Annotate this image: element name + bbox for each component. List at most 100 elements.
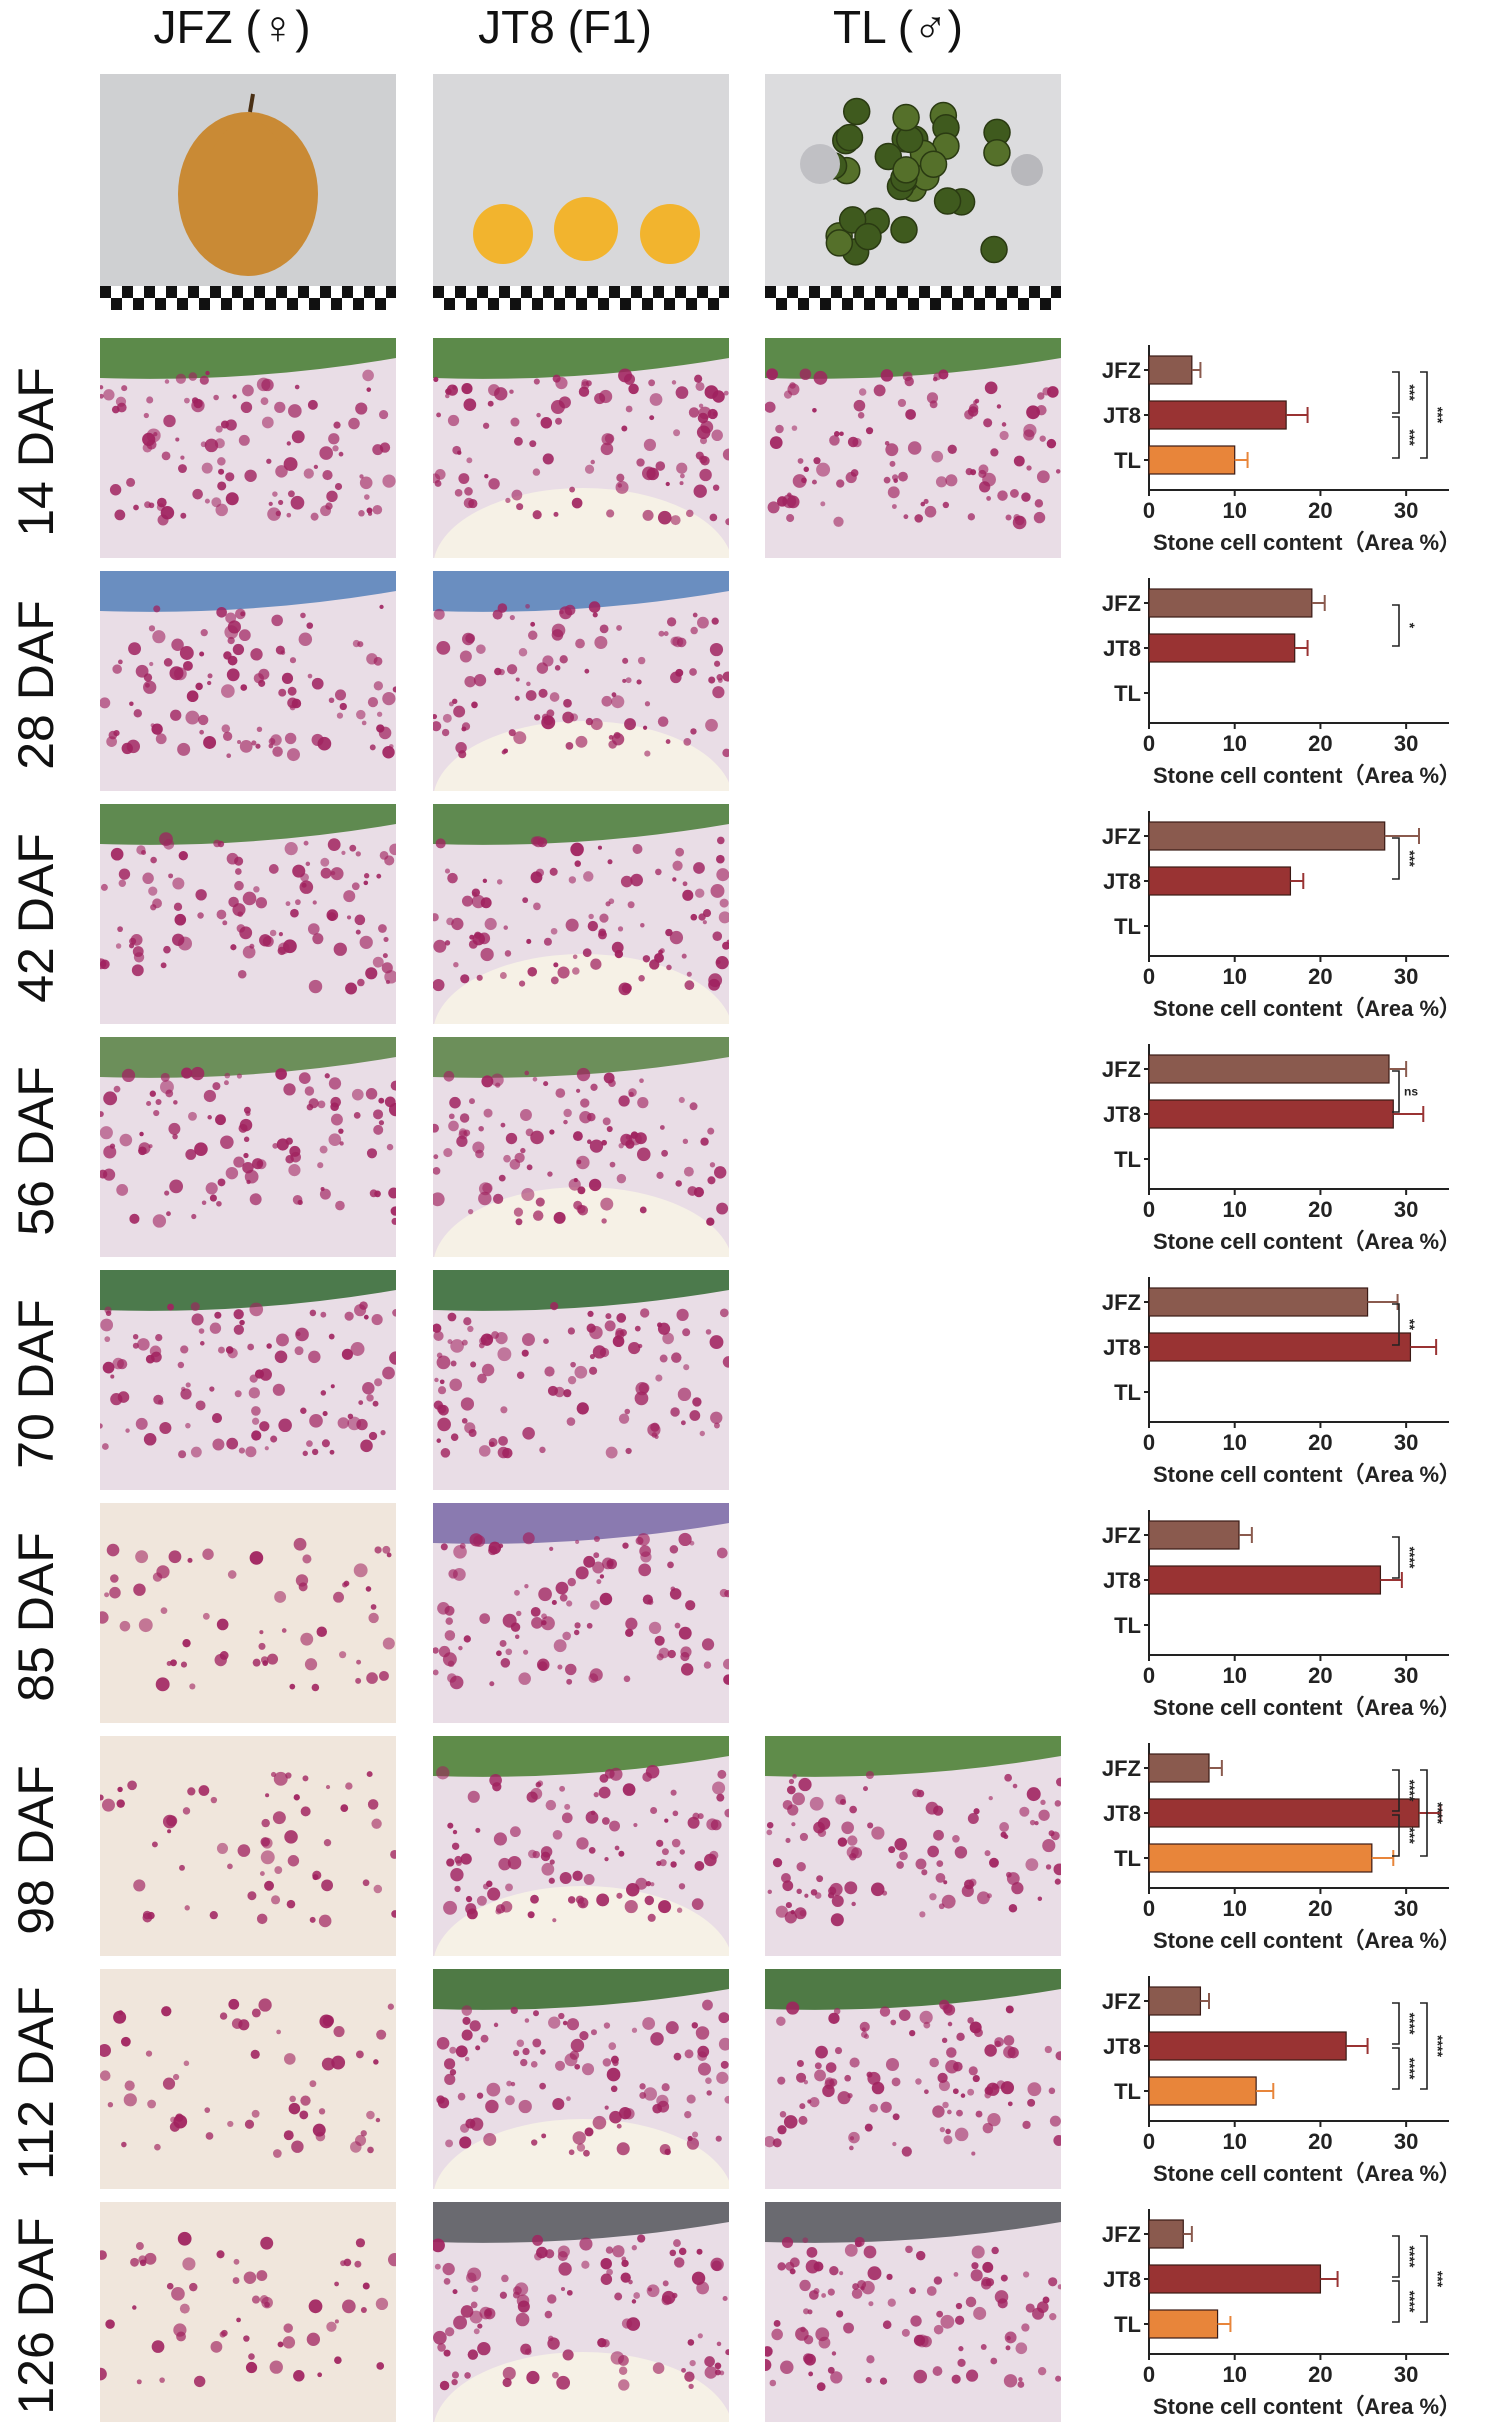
svg-text:***: *** <box>1430 2271 1446 2288</box>
bar-jfz <box>1148 1753 1210 1783</box>
category-label: TL <box>1114 1846 1141 1871</box>
bar-tl <box>1148 445 1236 475</box>
row-label: 42 DAF <box>8 833 64 1003</box>
bar-chart-14-daf: JFZ JT8 TL0 10 20 30 Stone cell content（Area %… <box>1102 345 1455 555</box>
tick-label: 0 <box>1143 498 1155 523</box>
tick-label: 0 <box>1143 2362 1155 2387</box>
tick-label: 0 <box>1143 1197 1155 1222</box>
category-label: JT8 <box>1103 869 1141 894</box>
row-label: 28 DAF <box>8 600 64 770</box>
tick-label: 20 <box>1308 2362 1332 2387</box>
section-photo <box>433 338 729 558</box>
significance-bracket: **** <box>1392 1536 1418 1579</box>
tick-label: 30 <box>1394 498 1418 523</box>
category-label: JFZ <box>1102 591 1141 616</box>
row-label: 126 DAF <box>8 2217 64 2415</box>
category-label: JT8 <box>1103 636 1141 661</box>
svg-text:***: *** <box>1430 407 1446 424</box>
error-bar-jfz <box>1191 362 1202 378</box>
bar-jfz <box>1148 588 1313 618</box>
category-label: TL <box>1114 1380 1141 1405</box>
category-label: TL <box>1114 914 1141 939</box>
bar-chart-56-daf: JFZ JT8 TL0 10 20 30 Stone cell content（Area %… <box>1102 1044 1455 1254</box>
significance-bracket: *** <box>1392 371 1418 414</box>
category-label: TL <box>1114 1147 1141 1172</box>
section-photo <box>433 2202 729 2422</box>
column-header-jfz: JFZ (♀) <box>153 1 311 53</box>
tick-label: 20 <box>1308 1896 1332 1921</box>
x-axis-label: Stone cell content（Area %） <box>1153 2161 1455 2186</box>
bar-jfz <box>1148 1054 1390 1084</box>
bar-jfz <box>1148 821 1386 851</box>
tick-label: 10 <box>1222 1197 1246 1222</box>
bar-jfz <box>1148 1520 1240 1550</box>
svg-text:****: **** <box>1430 1802 1446 1824</box>
tick-label: 10 <box>1222 731 1246 756</box>
tick-label: 20 <box>1308 1197 1332 1222</box>
error-bar-jfz <box>1384 828 1420 844</box>
section-photo <box>765 1969 1061 2189</box>
category-label: TL <box>1114 2312 1141 2337</box>
tick-label: 10 <box>1222 1663 1246 1688</box>
bar-chart-28-daf: JFZ JT8 TL0 10 20 30 Stone cell content（Area %… <box>1102 578 1455 788</box>
section-photo <box>100 1503 396 1723</box>
section-photo <box>433 571 729 791</box>
error-bar-jfz <box>1389 1061 1408 1077</box>
significance-bracket: **** <box>1392 2235 1418 2278</box>
significance-bracket: *** <box>1420 371 1446 459</box>
fruit-photo-jt8 <box>433 74 729 310</box>
tick-label: 30 <box>1394 731 1418 756</box>
svg-text:***: *** <box>1402 429 1418 446</box>
tick-label: 30 <box>1394 2129 1418 2154</box>
error-bar-jt8 <box>1290 873 1305 889</box>
category-label: TL <box>1114 448 1141 473</box>
section-photo <box>765 1736 1061 1956</box>
category-label: JFZ <box>1102 1290 1141 1315</box>
error-bar-jfz <box>1183 2226 1193 2242</box>
category-label: JT8 <box>1103 1801 1141 1826</box>
error-bar-tl <box>1256 2083 1275 2099</box>
svg-text:*: * <box>1402 623 1418 629</box>
category-label: TL <box>1114 681 1141 706</box>
error-bar-tl <box>1371 1850 1395 1866</box>
row-label: 14 DAF <box>8 367 64 537</box>
bar-jt8 <box>1148 866 1292 896</box>
tick-label: 20 <box>1308 2129 1332 2154</box>
row-label: 98 DAF <box>8 1765 64 1935</box>
bar-chart-70-daf: JFZ JT8 TL0 10 20 30 Stone cell content（Area %… <box>1102 1277 1455 1487</box>
category-label: JFZ <box>1102 1057 1141 1082</box>
bar-jfz <box>1148 2219 1184 2249</box>
significance-bracket: **** <box>1392 2280 1418 2323</box>
x-axis-label: Stone cell content（Area %） <box>1153 763 1455 788</box>
bar-chart-42-daf: JFZ JT8 TL0 10 20 30 Stone cell content（Area %… <box>1102 811 1455 1021</box>
fruit-photo-tl <box>765 74 1061 310</box>
tick-label: 10 <box>1222 964 1246 989</box>
category-label: JFZ <box>1102 1756 1141 1781</box>
section-photo <box>433 804 729 1024</box>
row-label: 70 DAF <box>8 1299 64 1469</box>
error-bar-jfz <box>1311 595 1326 611</box>
bar-tl <box>1148 2309 1219 2339</box>
row-label: 85 DAF <box>8 1532 64 1702</box>
tick-label: 30 <box>1394 964 1418 989</box>
significance-bracket: **** <box>1420 1769 1446 1857</box>
tick-label: 0 <box>1143 964 1155 989</box>
tick-label: 20 <box>1308 498 1332 523</box>
category-label: JT8 <box>1103 2267 1141 2292</box>
bar-chart-98-daf: JFZ JT8 TL0 10 20 30 Stone cell content（Area %… <box>1102 1743 1455 1953</box>
tick-label: 20 <box>1308 1430 1332 1455</box>
fruit-photo-jfz <box>100 74 396 310</box>
bar-chart-112-daf: JFZ JT8 TL0 10 20 30 Stone cell content（Area %… <box>1102 1976 1455 2186</box>
significance-bracket: **** <box>1392 2047 1418 2090</box>
bar-jfz <box>1148 1287 1369 1317</box>
tick-label: 10 <box>1222 1430 1246 1455</box>
category-label: JT8 <box>1103 1335 1141 1360</box>
tick-label: 30 <box>1394 1430 1418 1455</box>
tick-label: 20 <box>1308 731 1332 756</box>
tick-label: 10 <box>1222 498 1246 523</box>
svg-text:****: **** <box>1402 2013 1418 2035</box>
section-photo <box>433 1503 729 1723</box>
bar-jt8 <box>1148 633 1296 663</box>
category-label: JFZ <box>1102 1523 1141 1548</box>
